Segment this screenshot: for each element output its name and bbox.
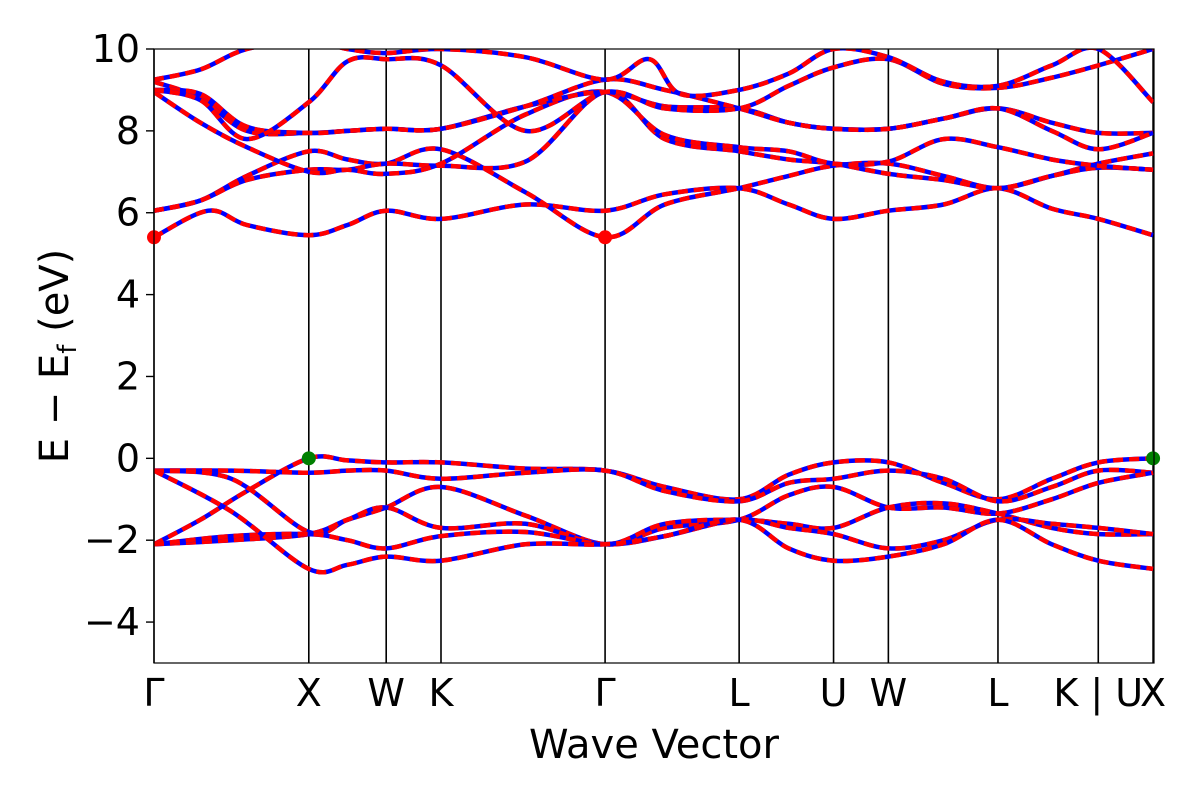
x-tick-label-4: Γ xyxy=(594,671,615,715)
vbm-marker-0 xyxy=(301,451,316,466)
y-tick-label-6: 8 xyxy=(116,109,140,153)
x-tick-label-6: U xyxy=(820,671,848,715)
y-axis-label-subscript: f xyxy=(53,344,83,354)
band-4 xyxy=(154,516,1154,551)
band-11 xyxy=(154,76,1154,152)
y-tick-label-5: 6 xyxy=(116,191,140,235)
x-tick-label-0: Γ xyxy=(143,671,164,715)
kpoint-lines xyxy=(153,49,1154,663)
band-9 xyxy=(154,89,1154,177)
x-axis-label: Wave Vector xyxy=(529,722,780,768)
band-7 xyxy=(154,146,1154,240)
cbm-marker-1 xyxy=(598,230,613,245)
x-tick-label-3: K xyxy=(429,671,455,715)
y-tick-label-7: 10 xyxy=(92,27,140,71)
y-axis-label: E − Ef (eV) xyxy=(32,249,83,464)
x-tick-label-10: X xyxy=(1140,671,1166,715)
x-tick-label-8: L xyxy=(987,671,1008,715)
band-3 xyxy=(154,500,1154,547)
extrema-markers xyxy=(147,230,1161,466)
x-tick-label-7: W xyxy=(870,671,908,715)
y-tick-label-3: 2 xyxy=(116,354,140,398)
plot-frame xyxy=(153,48,1155,664)
bands xyxy=(154,49,1154,575)
band-12 xyxy=(154,49,1154,142)
x-tick-label-2: W xyxy=(367,671,405,715)
y-axis-label-tail: (eV) xyxy=(32,249,78,345)
x-tick-label-5: L xyxy=(729,671,750,715)
x-tick-label-9: K | U xyxy=(1053,671,1143,716)
y-axis-label-main: E − E xyxy=(32,354,78,464)
y-tick-label-2: 0 xyxy=(116,436,140,480)
band-13 xyxy=(154,49,1154,104)
vbm-marker-1 xyxy=(1146,451,1161,466)
y-axis-ticks: −4 −2 0 2 4 6 8 10 xyxy=(84,27,154,644)
y-tick-label-0: −4 xyxy=(84,600,140,644)
band-7-overlay xyxy=(154,146,1154,240)
band-1 xyxy=(154,467,1154,504)
x-tick-label-1: X xyxy=(296,671,322,715)
y-tick-label-4: 4 xyxy=(116,273,140,317)
band-5 xyxy=(154,468,1154,575)
band-13-overlay xyxy=(154,49,1154,104)
y-tick-label-1: −2 xyxy=(84,518,140,562)
